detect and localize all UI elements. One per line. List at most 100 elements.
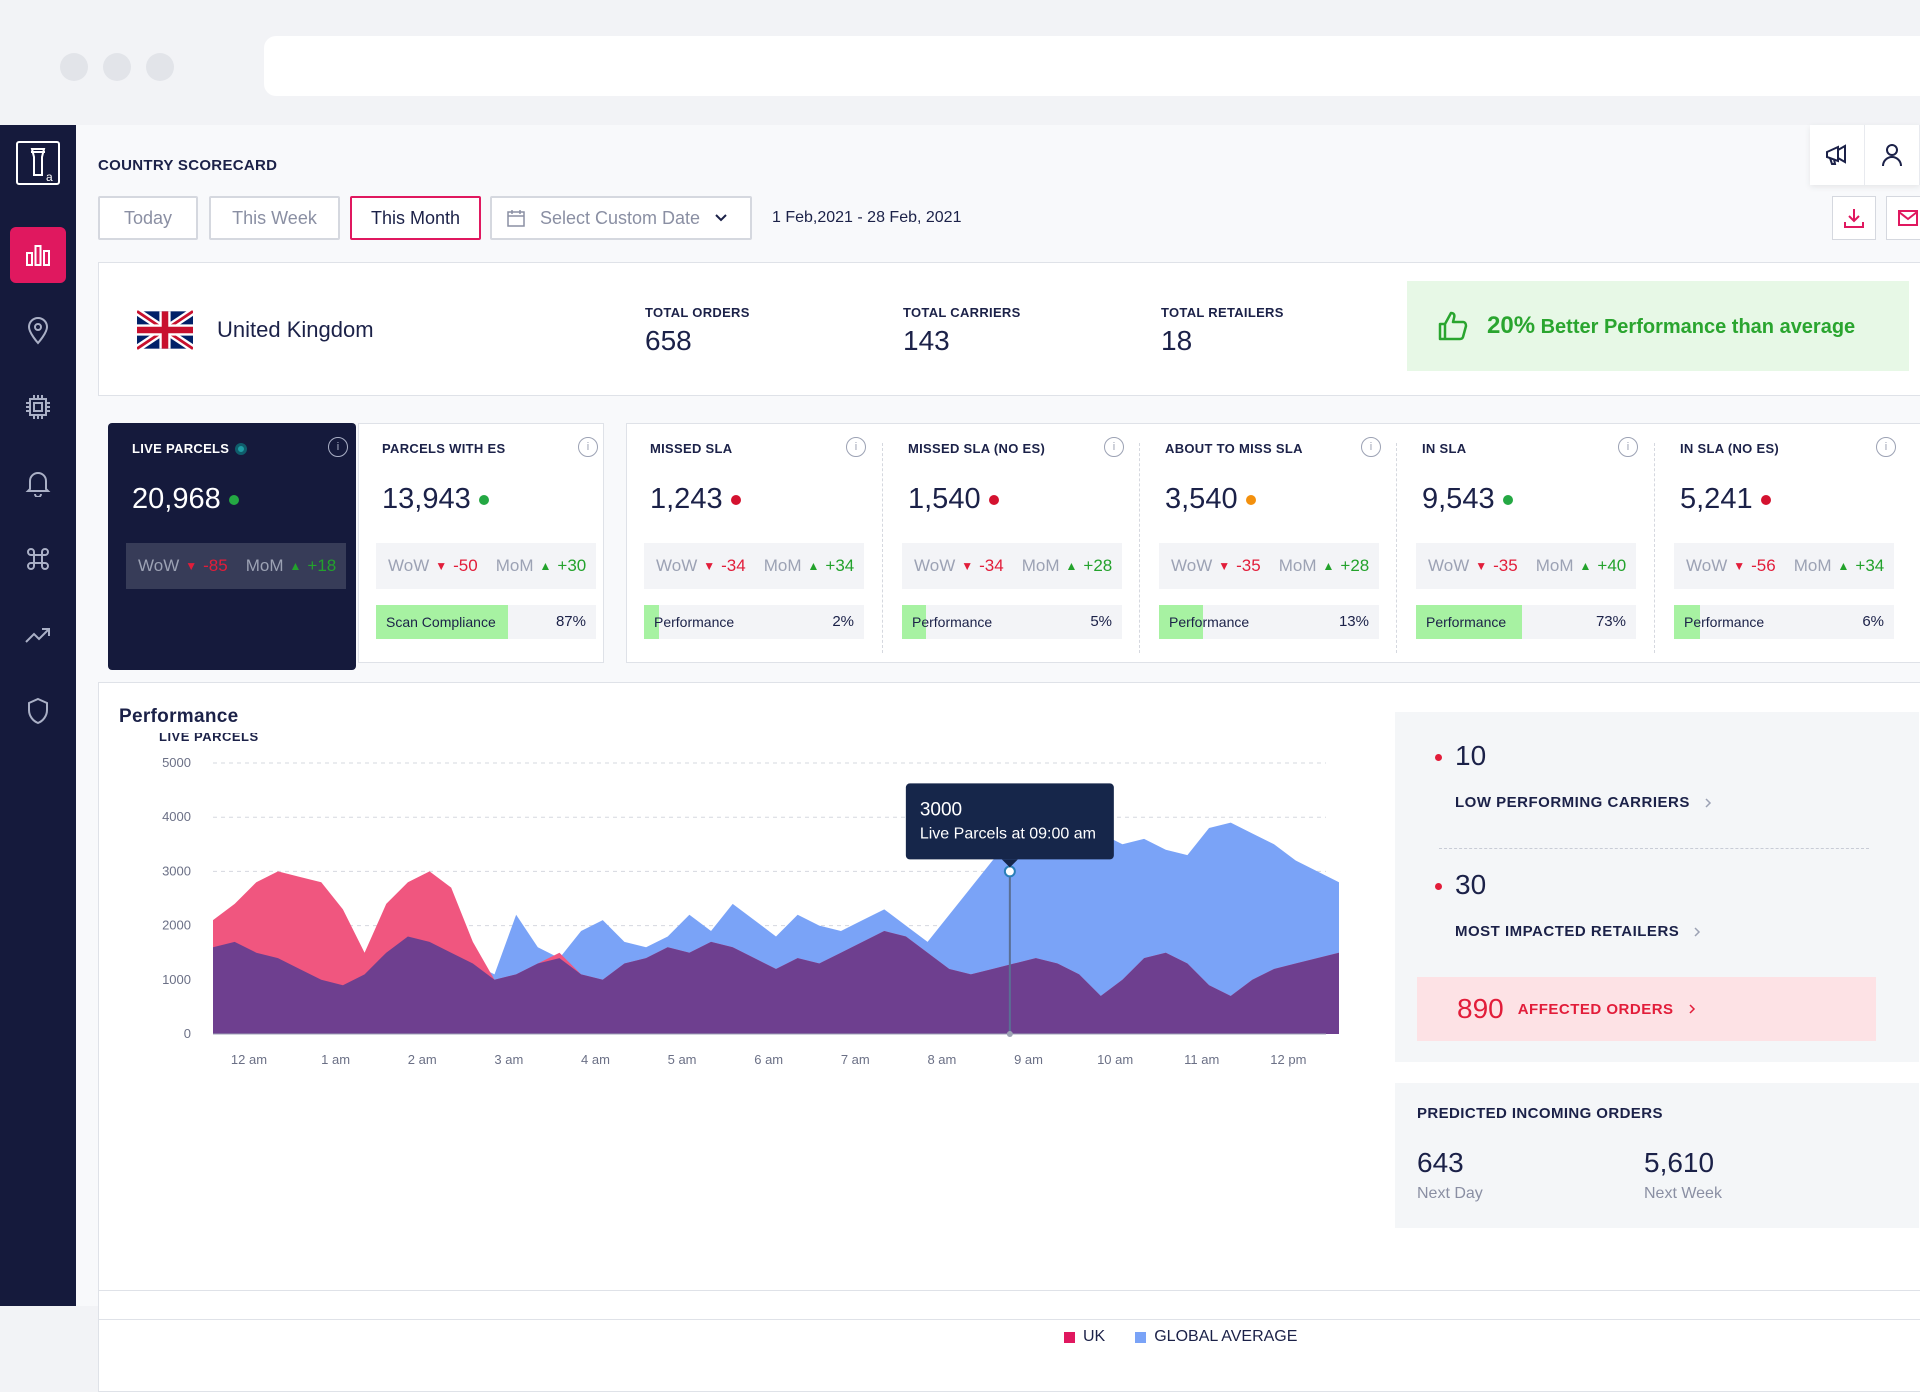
performance-bar-label: Performance xyxy=(912,614,993,630)
nav-command-icon[interactable] xyxy=(10,531,66,587)
info-icon[interactable]: i xyxy=(328,437,348,457)
up-arrow-icon: ▲ xyxy=(1579,559,1592,573)
info-icon[interactable]: i xyxy=(1104,437,1124,457)
kpi-divider xyxy=(1396,443,1397,653)
info-icon[interactable]: i xyxy=(846,437,866,457)
custom-date-dropdown[interactable]: Select Custom Date xyxy=(490,196,752,240)
filter-today-button[interactable]: Today xyxy=(98,196,198,240)
top-icon-bar xyxy=(1810,125,1920,185)
nav-shield-icon[interactable] xyxy=(10,683,66,739)
mom-label: MoM xyxy=(1021,556,1060,575)
kpi-card[interactable]: MISSED SLA i 1,243 WoW ▼ -34 MoM ▲ +34 Performanc… xyxy=(626,423,884,669)
email-button[interactable] xyxy=(1886,196,1920,240)
performance-percentage: 20% xyxy=(1487,312,1536,339)
window-minimize-dot[interactable] xyxy=(103,53,131,81)
kpi-row: LIVE PARCELS i 20,968 WoW ▼ -85 MoM ▲ +18 PARCELS… xyxy=(76,415,1920,670)
performance-bar-fill xyxy=(376,605,508,639)
nav-location-icon[interactable] xyxy=(10,303,66,359)
mom-label: MoM xyxy=(495,556,534,575)
thumbs-up-icon xyxy=(1438,311,1468,341)
wow-value: -34 xyxy=(721,556,746,575)
performance-bar-percent: 5% xyxy=(1090,613,1112,630)
alerts-panel: 10 LOW PERFORMING CARRIERS 30 MOST IMPAC… xyxy=(1395,712,1919,1062)
next-week-value: 5,610 xyxy=(1644,1147,1715,1178)
filter-this-week-button[interactable]: This Week xyxy=(209,196,340,240)
up-arrow-icon: ▲ xyxy=(1837,559,1850,573)
kpi-divider xyxy=(882,443,883,653)
kpi-divider xyxy=(1654,443,1655,653)
app-logo-icon[interactable]: a xyxy=(16,141,60,185)
tooltip-point[interactable] xyxy=(1003,865,1016,878)
calendar-icon xyxy=(507,210,525,227)
country-name: United Kingdom xyxy=(217,317,374,342)
performance-chart: LIVE PARCELS 5000 4000 3000 2000 1000 0 12 am 1 … xyxy=(159,733,1339,1067)
live-indicator-icon xyxy=(235,442,248,455)
mom-label: MoM xyxy=(245,556,284,575)
low-carriers-dot xyxy=(1435,754,1442,761)
nav-trending-icon[interactable] xyxy=(10,607,66,663)
kpi-status-dot xyxy=(228,494,239,505)
performance-bar-fill xyxy=(902,605,927,639)
wow-mom-row: WoW ▼ -35 MoM ▲ +40 xyxy=(1416,543,1636,589)
window-maximize-dot[interactable] xyxy=(146,53,174,81)
performance-bar: Performance 13% xyxy=(1159,605,1379,639)
chart-legend: UK GLOBAL AVERAGE xyxy=(1064,1328,1297,1346)
impacted-retailers-link[interactable]: MOST IMPACTED RETAILERS xyxy=(1455,923,1701,940)
kpi-card[interactable]: IN SLA (NO ES) i 5,241 WoW ▼ -56 MoM ▲ +34 Perfor… xyxy=(1656,423,1914,669)
nav-dashboard-icon[interactable] xyxy=(10,227,66,283)
address-bar[interactable] xyxy=(264,36,1920,96)
y-tick-label: 1000 xyxy=(162,972,191,987)
total-retailers-value: 18 xyxy=(1161,325,1193,356)
kpi-label: IN SLA (NO ES) xyxy=(1680,441,1779,456)
low-carriers-link[interactable]: LOW PERFORMING CARRIERS xyxy=(1455,794,1712,811)
affected-orders-count: 890 xyxy=(1457,993,1504,1024)
y-tick-label: 4000 xyxy=(162,809,191,824)
kpi-label-text: IN SLA xyxy=(1422,441,1467,456)
kpi-value: 9,543 xyxy=(1422,483,1513,516)
total-carriers-label: TOTAL CARRIERS xyxy=(903,305,1021,320)
alerts-divider xyxy=(1439,848,1869,849)
wow-value: -35 xyxy=(1236,556,1261,575)
main-content: COUNTRY SCORECARD Today This Week This M… xyxy=(76,125,1920,1392)
affected-orders-link[interactable]: 890 AFFECTED ORDERS xyxy=(1417,977,1876,1041)
up-arrow-icon: ▲ xyxy=(807,559,820,573)
svg-text:a: a xyxy=(46,170,53,183)
kpi-label-text: LIVE PARCELS xyxy=(132,441,230,456)
info-icon[interactable]: i xyxy=(578,437,598,457)
legend-swatch-global xyxy=(1135,1331,1147,1343)
user-icon[interactable] xyxy=(1865,125,1920,185)
nav-bell-icon[interactable] xyxy=(10,455,66,511)
x-tick-label: 3 am xyxy=(494,1052,523,1067)
chart-title: Performance xyxy=(119,706,239,727)
kpi-status-dot xyxy=(730,494,741,505)
kpi-label-text: MISSED SLA (NO ES) xyxy=(908,441,1046,456)
kpi-label-text: IN SLA (NO ES) xyxy=(1680,441,1780,456)
performance-bar: Performance 2% xyxy=(644,605,864,639)
info-icon[interactable]: i xyxy=(1876,437,1896,457)
kpi-card[interactable]: LIVE PARCELS i 20,968 WoW ▼ -85 MoM ▲ +18 xyxy=(108,423,366,669)
wow-mom-row: WoW ▼ -85 MoM ▲ +18 xyxy=(126,543,346,589)
kpi-card[interactable]: IN SLA i 9,543 WoW ▼ -35 MoM ▲ +40 Performance 73% xyxy=(1398,423,1656,669)
download-icon xyxy=(1844,209,1864,228)
performance-bar-fill xyxy=(1674,605,1701,639)
info-icon[interactable]: i xyxy=(1618,437,1638,457)
info-icon[interactable]: i xyxy=(1361,437,1381,457)
window-close-dot[interactable] xyxy=(60,53,88,81)
announcement-icon[interactable] xyxy=(1810,125,1865,185)
y-tick-label: 5000 xyxy=(162,755,191,770)
kpi-card[interactable]: PARCELS WITH ES i 13,943 WoW ▼ -50 MoM ▲ +30 Scan… xyxy=(358,423,616,669)
performance-bar-label: Performance xyxy=(654,614,735,630)
kpi-label: PARCELS WITH ES xyxy=(382,441,505,456)
tooltip-box xyxy=(905,783,1114,860)
nav-chip-icon[interactable] xyxy=(10,379,66,435)
wow-mom-row: WoW ▼ -34 MoM ▲ +34 xyxy=(644,543,864,589)
x-tick-label: 12 am xyxy=(231,1052,267,1067)
performance-bar: Performance 6% xyxy=(1674,605,1894,639)
kpi-card[interactable]: MISSED SLA (NO ES) i 1,540 WoW ▼ -34 MoM ▲ +28 Pe… xyxy=(884,423,1142,669)
kpi-value-text: 5,241 xyxy=(1680,483,1753,515)
wow-label: WoW xyxy=(656,556,698,575)
kpi-card[interactable]: ABOUT TO MISS SLA i 3,540 WoW ▼ -35 MoM ▲ +28 Per… xyxy=(1141,423,1399,669)
download-button[interactable] xyxy=(1832,196,1876,240)
filter-this-month-button[interactable]: This Month xyxy=(350,196,481,240)
kpi-label: LIVE PARCELS xyxy=(132,441,248,456)
